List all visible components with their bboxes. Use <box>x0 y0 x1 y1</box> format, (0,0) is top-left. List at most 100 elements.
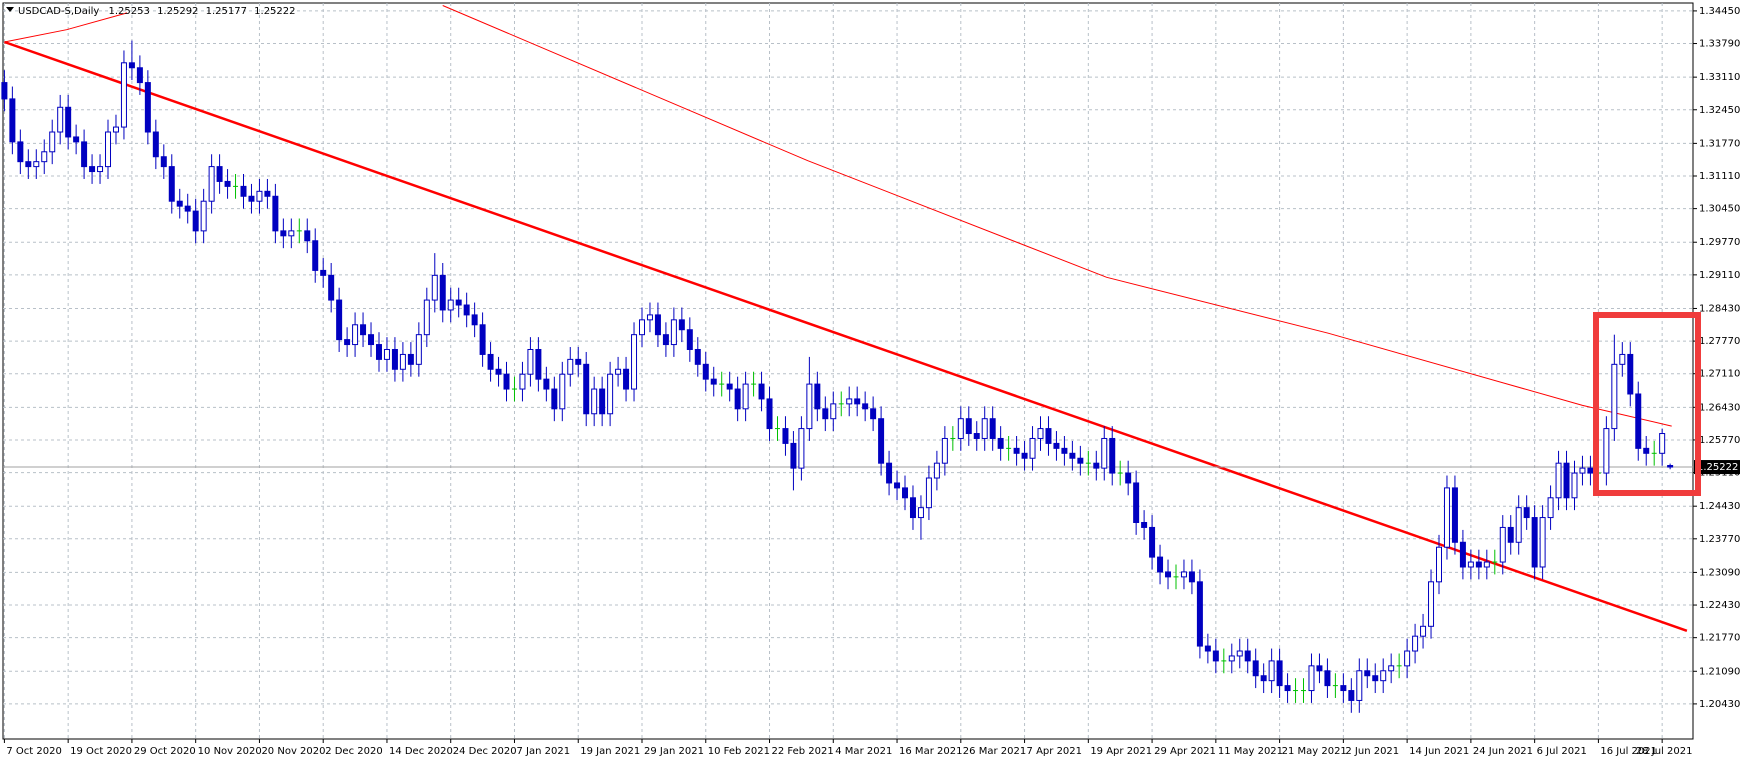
candle-body <box>623 368 630 390</box>
candle-body <box>1260 675 1267 682</box>
candle-body <box>1324 670 1331 687</box>
candle-body <box>965 418 972 435</box>
candle-body <box>304 230 311 242</box>
candle-body <box>1364 670 1371 677</box>
candle-body <box>1204 645 1211 652</box>
candle-body <box>1380 670 1387 682</box>
y-tick-label: 1.27770 <box>1699 336 1740 347</box>
y-tick-label: 1.25770 <box>1699 435 1740 446</box>
plot-area <box>2 2 1694 740</box>
candle-body <box>1228 655 1235 662</box>
x-tick-label: 19 Oct 2020 <box>70 746 132 757</box>
candle-body <box>798 428 805 469</box>
candle-body <box>1165 571 1172 578</box>
candle-body <box>551 388 558 410</box>
candle-body <box>1475 561 1482 568</box>
candle-body <box>639 319 645 336</box>
candle-body <box>431 274 438 301</box>
candle-body <box>248 195 255 202</box>
candle-body <box>1531 517 1538 568</box>
y-tick-label: 1.23090 <box>1699 567 1740 578</box>
candle-body <box>981 418 988 439</box>
candle-body <box>105 131 112 168</box>
candle-body <box>288 230 295 237</box>
candle-body <box>758 383 765 400</box>
candle-body <box>1268 660 1275 682</box>
y-tick-label: 1.29770 <box>1699 237 1740 248</box>
candle-body <box>1667 465 1674 468</box>
candle-body <box>256 190 263 202</box>
candle-body <box>957 418 964 439</box>
candle-body <box>1539 517 1546 568</box>
candle-body <box>407 353 414 365</box>
candle-body <box>503 373 510 390</box>
candle-body <box>272 195 279 232</box>
x-tick-label: 19 Apr 2021 <box>1090 746 1152 757</box>
trendline <box>3 40 1688 632</box>
x-tick-label: 21 May 2021 <box>1282 746 1347 757</box>
y-tick-label: 1.33110 <box>1699 72 1740 83</box>
candle-body <box>264 190 271 197</box>
candle-body <box>535 348 542 380</box>
candle-body <box>519 373 526 390</box>
candle-body <box>782 428 789 444</box>
x-tick-label: 2 Dec 2020 <box>325 746 383 757</box>
candle-body <box>734 388 741 410</box>
y-tick-label: 1.30450 <box>1699 204 1740 215</box>
candle-body <box>654 314 661 336</box>
x-tick-label: 6 Jul 2021 <box>1537 746 1587 757</box>
candle-body <box>1 82 8 100</box>
candle-body <box>846 398 853 405</box>
x-tick-label: 2 Jun 2021 <box>1345 746 1399 757</box>
candle-body <box>646 314 653 321</box>
header: USDCAD-S,Daily 1.25253 1.25292 1.25177 1… <box>18 6 296 17</box>
candle-body <box>73 136 80 143</box>
candle-body <box>1077 457 1084 464</box>
candle-body <box>1428 581 1435 627</box>
candle-body <box>862 403 869 410</box>
candle-body <box>176 200 183 207</box>
candle-body <box>57 106 64 133</box>
candle-body <box>1037 428 1044 439</box>
candle-body <box>463 304 470 316</box>
candle-body <box>344 339 351 346</box>
candle-body <box>471 314 478 326</box>
high-value: 1.25292 <box>157 6 198 17</box>
candle-body <box>941 437 948 464</box>
candle-body <box>686 329 693 350</box>
candle-body <box>1443 487 1450 548</box>
y-tick-label: 1.24430 <box>1699 501 1740 512</box>
candle-body <box>678 319 685 331</box>
candle-body <box>766 398 773 430</box>
y-tick-label: 1.23770 <box>1699 534 1740 545</box>
candle-body <box>1404 650 1411 667</box>
candle-body <box>710 378 717 385</box>
candle-body <box>208 166 215 202</box>
candle-body <box>1053 442 1060 449</box>
candle-body <box>1643 447 1650 454</box>
candle-body <box>925 477 932 509</box>
close-value: 1.25222 <box>254 6 295 17</box>
candle-body <box>41 151 48 163</box>
candle-body <box>328 274 335 301</box>
x-tick-label: 10 Nov 2020 <box>198 746 262 757</box>
candle-body <box>1284 685 1291 692</box>
candle-body <box>1611 363 1618 430</box>
candle-body <box>814 383 821 410</box>
candle-body <box>1276 660 1283 687</box>
candle-body <box>822 408 829 420</box>
x-tick-label: 26 Mar 2021 <box>963 746 1026 757</box>
candle-body <box>184 205 191 212</box>
candle-body <box>1125 472 1132 484</box>
candle-body <box>973 433 980 439</box>
candle-body <box>439 274 446 311</box>
x-tick-label: 29 Jan 2021 <box>644 746 704 757</box>
trendlines <box>3 5 1693 632</box>
candle-body <box>1420 625 1427 637</box>
candle-body <box>527 348 534 375</box>
candle-body <box>1436 546 1442 583</box>
candle-body <box>399 353 406 370</box>
candle-body <box>1523 507 1530 519</box>
candle-body <box>1244 650 1251 662</box>
